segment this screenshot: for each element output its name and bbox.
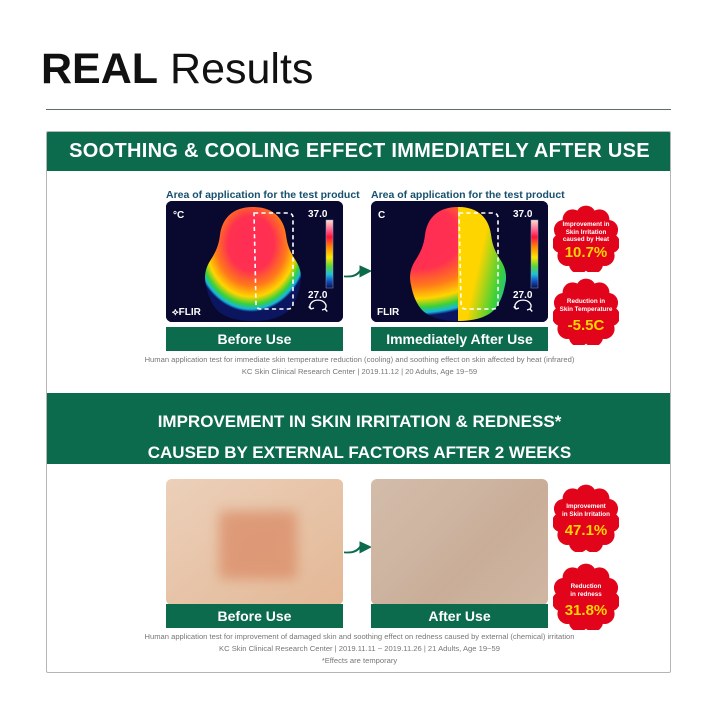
svg-text:C: C <box>378 210 385 221</box>
svg-text:37.0: 37.0 <box>308 209 328 220</box>
svg-text:37.0: 37.0 <box>513 209 533 220</box>
svg-text:27.0: 27.0 <box>308 290 328 301</box>
svg-text:⟡FLIR: ⟡FLIR <box>172 307 202 318</box>
svg-text:°C: °C <box>173 210 184 221</box>
svg-text:27.0: 27.0 <box>513 290 533 301</box>
svg-text:FLIR: FLIR <box>377 307 400 318</box>
